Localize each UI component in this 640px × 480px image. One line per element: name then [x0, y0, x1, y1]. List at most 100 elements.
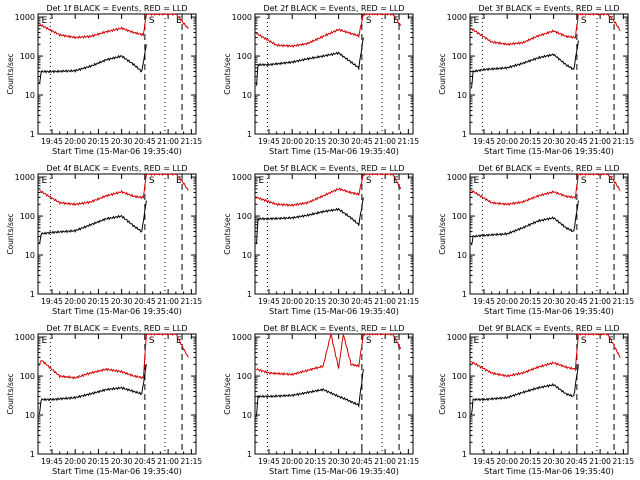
y-tick-label: 1000	[232, 173, 252, 182]
event-marker-label: E	[608, 16, 614, 26]
x-axis-label: Start Time (15-Mar-06 19:35:40)	[52, 307, 182, 316]
x-tick-label: 20:00	[64, 457, 86, 466]
plot-frame	[254, 13, 414, 135]
x-tick-label: 21:00	[589, 457, 611, 466]
y-tick-label: 100	[237, 52, 252, 61]
series-line-events	[471, 364, 579, 415]
series-line-events	[256, 369, 364, 416]
plot-frame	[469, 173, 629, 295]
y-axis-label: Counts/sec	[438, 213, 447, 254]
series-line-lld	[39, 333, 189, 380]
y-axis-label: Counts/sec	[6, 53, 15, 94]
x-tick-label: 20:15	[88, 137, 110, 146]
plot-frame	[469, 13, 629, 135]
event-marker-label: S	[149, 16, 155, 26]
panel-det-8: Det 8f BLACK = Events, RED = LLD 1 10 100 10…	[223, 324, 419, 476]
y-tick-label: 1	[30, 130, 35, 139]
x-tick-label: 21:15	[398, 137, 420, 146]
x-tick-label: 21:00	[589, 137, 611, 146]
x-tick-label: 21:15	[398, 297, 420, 306]
x-tick-label: 20:30	[328, 457, 350, 466]
x-tick-label: 20:30	[328, 137, 350, 146]
series-line-lld	[471, 13, 621, 47]
plot-frame	[469, 333, 629, 455]
x-tick-label: 21:15	[613, 457, 635, 466]
x-tick-label: 20:30	[111, 297, 133, 306]
panel-det-1: Det 1f BLACK = Events, RED = LLD 1 10 100 10…	[6, 4, 202, 156]
series-line-lld	[256, 173, 402, 207]
y-tick-label: 1000	[15, 173, 35, 182]
x-tick-label: 20:15	[88, 457, 110, 466]
panel-title: Det 5f BLACK = Events, RED = LLD	[263, 164, 404, 173]
x-tick-label: 20:15	[88, 297, 110, 306]
series-line-events	[39, 44, 147, 85]
y-axis-label: Counts/sec	[438, 373, 447, 414]
y-tick-label: 1000	[232, 13, 252, 22]
x-tick-label: 21:15	[181, 297, 203, 306]
x-tick-label: 20:15	[520, 297, 542, 306]
x-tick-label: 20:30	[543, 137, 565, 146]
x-tick-label: 20:45	[134, 297, 156, 306]
panel-det-4: Det 4f BLACK = Events, RED = LLD 1 10 100 10…	[6, 164, 202, 316]
panel-title: Det 1f BLACK = Events, RED = LLD	[46, 4, 187, 13]
series-line-lld	[39, 13, 189, 40]
x-tick-label: 20:00	[281, 297, 303, 306]
panel-det-9: Det 9f BLACK = Events, RED = LLD 1 10 100 10…	[438, 324, 634, 476]
x-tick-label: 19:45	[41, 137, 63, 146]
event-marker-label: E	[259, 176, 265, 186]
panel-title: Det 2f BLACK = Events, RED = LLD	[263, 4, 404, 13]
y-tick-label: 1	[247, 130, 252, 139]
event-marker-label: E	[42, 336, 48, 346]
y-tick-label: 10	[457, 411, 467, 420]
event-marker-label: S	[581, 176, 587, 186]
event-marker-label: S	[581, 16, 587, 26]
x-tick-label: 20:45	[566, 297, 588, 306]
series-line-events	[471, 200, 579, 246]
event-marker-label: S	[149, 336, 155, 346]
x-axis-label: Start Time (15-Mar-06 19:35:40)	[484, 147, 614, 156]
x-axis-label: Start Time (15-Mar-06 19:35:40)	[52, 147, 182, 156]
x-tick-label: 20:45	[351, 457, 373, 466]
x-tick-label: 19:45	[258, 137, 280, 146]
x-tick-label: 21:00	[374, 457, 396, 466]
event-marker-label: E	[176, 176, 182, 186]
x-tick-label: 21:00	[589, 297, 611, 306]
x-axis-label: Start Time (15-Mar-06 19:35:40)	[269, 467, 399, 476]
x-axis-label: Start Time (15-Mar-06 19:35:40)	[52, 467, 182, 476]
x-tick-label: 21:00	[374, 137, 396, 146]
x-tick-label: 20:15	[305, 137, 327, 146]
series-line-lld	[256, 13, 402, 49]
series-line-events	[256, 37, 364, 86]
y-axis-label: Counts/sec	[223, 213, 232, 254]
x-tick-label: 21:15	[398, 457, 420, 466]
x-tick-label: 21:15	[613, 297, 635, 306]
y-tick-label: 1	[462, 290, 467, 299]
x-tick-label: 21:00	[157, 457, 179, 466]
y-tick-label: 1	[247, 290, 252, 299]
plot-frame	[254, 173, 414, 295]
y-tick-label: 100	[237, 372, 252, 381]
plot-frame	[254, 333, 414, 455]
y-tick-label: 1000	[447, 13, 467, 22]
x-tick-label: 21:00	[157, 137, 179, 146]
x-tick-label: 20:30	[543, 297, 565, 306]
y-tick-label: 10	[25, 91, 35, 100]
event-marker-label: S	[366, 336, 372, 346]
event-marker-label: E	[474, 176, 480, 186]
x-tick-label: 20:30	[111, 137, 133, 146]
event-marker-label: E	[42, 16, 48, 26]
panel-title: Det 6f BLACK = Events, RED = LLD	[478, 164, 619, 173]
x-tick-label: 20:15	[305, 297, 327, 306]
event-marker-label: E	[176, 336, 182, 346]
event-marker-label: E	[42, 176, 48, 186]
panel-det-6: Det 6f BLACK = Events, RED = LLD 1 10 100 10…	[438, 164, 634, 316]
y-tick-label: 10	[242, 411, 252, 420]
x-tick-label: 20:45	[351, 297, 373, 306]
plot-frame	[37, 13, 197, 135]
y-axis-label: Counts/sec	[223, 373, 232, 414]
y-tick-label: 1000	[447, 173, 467, 182]
series-line-events	[471, 40, 579, 89]
x-tick-label: 20:15	[520, 137, 542, 146]
y-axis-label: Counts/sec	[438, 53, 447, 94]
